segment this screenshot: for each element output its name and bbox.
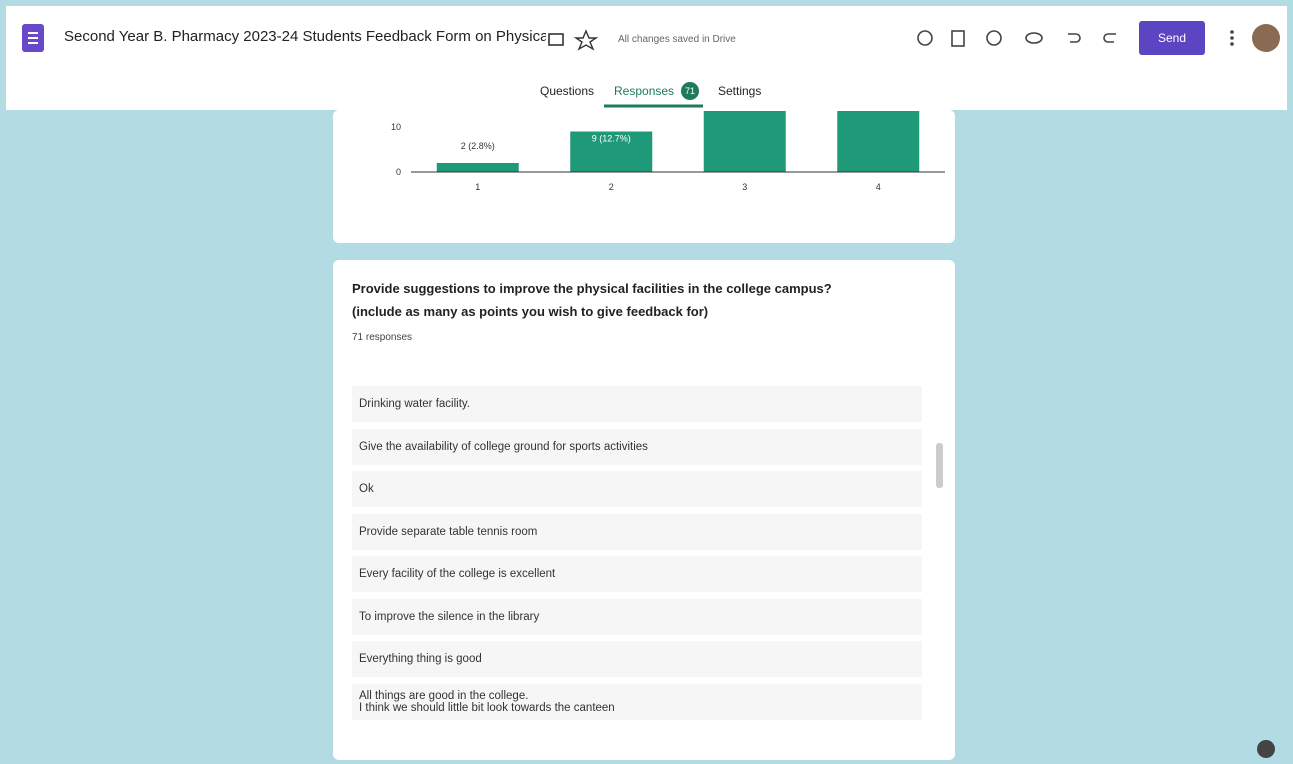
x-tick-label: 4 xyxy=(876,182,881,192)
page: Second Year B. Pharmacy 2023-24 Students… xyxy=(0,0,1293,764)
y-tick-label: 0 xyxy=(396,167,401,177)
x-tick-label: 2 xyxy=(609,182,614,192)
response: Drinking water facility. xyxy=(352,386,922,422)
scrollbar xyxy=(936,443,943,488)
value-label: 2 (2.8%) xyxy=(461,141,495,151)
chart: 2 (2.8%) 9 (12.7%) 0 10 1 2 3 4 xyxy=(0,0,1293,250)
response-text: I think we should little bit look toward… xyxy=(359,702,915,714)
response-text: Drinking water facility. xyxy=(359,398,915,410)
x-tick-label: 1 xyxy=(475,182,480,192)
response: Every facility of the college is excelle… xyxy=(352,556,922,592)
question-title: (include as many as points you wish to g… xyxy=(352,304,708,319)
response-text: Provide separate table tennis room xyxy=(359,526,915,538)
response-text: To improve the silence in the library xyxy=(359,611,915,623)
help-button[interactable] xyxy=(1257,740,1275,758)
response: All things are good in the college.I thi… xyxy=(352,684,922,720)
bar xyxy=(837,37,919,172)
response-text: Give the availability of college ground … xyxy=(359,441,915,453)
y-tick-label: 10 xyxy=(391,122,401,132)
response-text: Every facility of the college is excelle… xyxy=(359,568,915,580)
response: Provide separate table tennis room xyxy=(352,514,922,550)
response: Everything thing is good xyxy=(352,641,922,677)
response-count: 71 responses xyxy=(352,332,412,343)
response-text: All things are good in the college. xyxy=(359,690,915,702)
bar xyxy=(704,37,786,172)
question-title: Provide suggestions to improve the physi… xyxy=(352,281,832,296)
response: Ok xyxy=(352,471,922,507)
response: To improve the silence in the library xyxy=(352,599,922,635)
value-label: 9 (12.7%) xyxy=(592,134,631,144)
response: Give the availability of college ground … xyxy=(352,429,922,465)
response-text: Everything thing is good xyxy=(359,653,915,665)
response-text: Ok xyxy=(359,483,915,495)
x-tick-label: 3 xyxy=(742,182,747,192)
bar xyxy=(437,163,519,172)
plot: 2 (2.8%) 9 (12.7%) xyxy=(437,37,920,172)
